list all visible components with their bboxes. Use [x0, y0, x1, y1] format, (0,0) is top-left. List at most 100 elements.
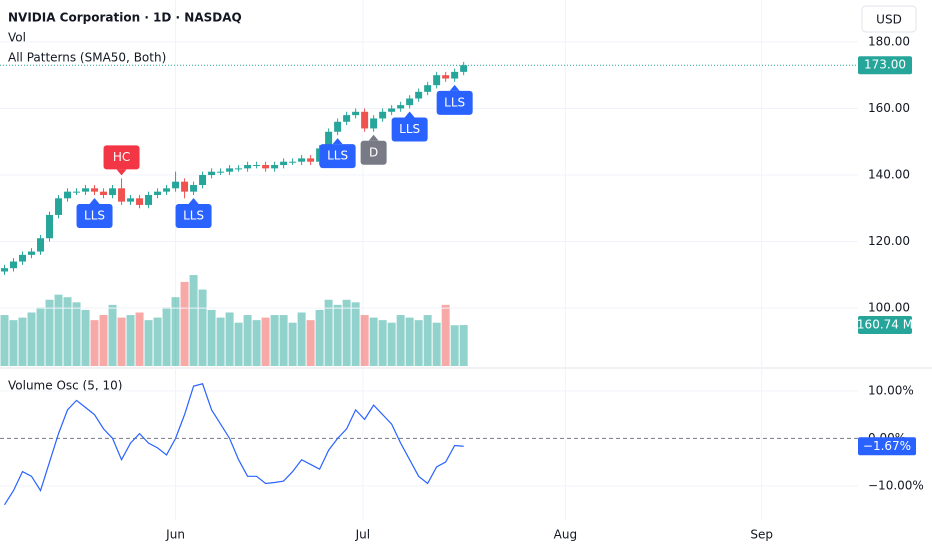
candle-body — [244, 165, 252, 169]
pattern-label: LLS — [399, 122, 420, 136]
volume-bar — [162, 307, 171, 366]
volume-bar — [171, 297, 180, 366]
volume-bar — [36, 307, 45, 366]
y-tick-label: 120.00 — [868, 234, 910, 248]
volume-bar — [342, 299, 351, 366]
candle-body — [262, 165, 270, 169]
currency-button[interactable] — [861, 5, 917, 33]
pattern-label: LLS — [183, 208, 204, 222]
candle-body — [28, 251, 36, 255]
last-price-label: 173.00 — [864, 58, 906, 72]
volume-bar — [144, 320, 153, 366]
pattern-box — [360, 140, 387, 165]
indicator-title: All Patterns (SMA50, Both) — [8, 51, 166, 65]
volume-bar — [234, 322, 243, 366]
candle-body — [127, 198, 135, 202]
pattern-box — [319, 144, 356, 169]
candle-body — [73, 191, 81, 193]
volume-bar — [207, 309, 216, 366]
candle-body — [91, 188, 99, 192]
volume-bar — [441, 304, 450, 366]
volume-bar — [45, 299, 54, 366]
volume-bar — [360, 315, 369, 366]
candle-body — [208, 171, 216, 176]
candle-body — [442, 75, 450, 79]
y-tick-label: 160.00 — [868, 101, 910, 115]
pattern-box — [436, 90, 473, 115]
candle-body — [253, 165, 261, 167]
candle-body — [271, 165, 279, 169]
candle-body — [361, 111, 369, 129]
candle-body — [82, 188, 90, 192]
y-tick-label: 140.00 — [868, 168, 910, 182]
candle-body — [37, 238, 45, 252]
candle-body — [235, 168, 243, 170]
volume-bar — [117, 317, 126, 366]
volume-bar — [351, 302, 360, 366]
candle-body — [280, 161, 288, 166]
volume-bar — [324, 299, 333, 366]
candle-body — [397, 105, 405, 109]
candle-body — [118, 188, 126, 202]
candle-body — [181, 181, 189, 192]
candle-body — [145, 194, 153, 205]
pattern-label: HC — [113, 150, 130, 164]
volume-bar — [279, 315, 288, 366]
candle-body — [10, 261, 18, 269]
volume-bar — [198, 289, 207, 366]
volume-bar — [27, 312, 36, 366]
volume-bar — [270, 315, 279, 366]
candle-body — [172, 181, 180, 189]
pattern-pointer — [368, 134, 379, 141]
volume-bar — [243, 315, 252, 366]
pattern-label: LLS — [327, 149, 348, 163]
pattern-pointer — [89, 197, 100, 204]
pattern-box — [76, 203, 113, 228]
last-volume-label: 160.74 M — [857, 318, 913, 332]
pattern-label: D — [369, 145, 378, 159]
volume-bar — [252, 320, 261, 366]
volume-bar — [423, 315, 432, 366]
volume-bar — [54, 294, 63, 366]
candle-body — [316, 148, 324, 162]
volume-bar — [396, 315, 405, 366]
pattern-pointer — [332, 138, 343, 145]
volume-bar — [99, 315, 108, 366]
volume-bar — [153, 317, 162, 366]
pattern-pointer — [188, 197, 199, 204]
y-tick-label: −10.00% — [868, 478, 924, 492]
volume-bar — [450, 325, 459, 366]
candle-body — [46, 214, 54, 239]
candle-body — [163, 188, 171, 192]
last-price-box — [858, 56, 912, 75]
candle-body — [433, 75, 441, 86]
volume-bar — [135, 312, 144, 366]
volume-bar — [108, 304, 117, 366]
candle-body — [379, 111, 387, 119]
candle-body — [406, 98, 414, 106]
candle-body — [343, 115, 351, 122]
volume-bar — [288, 322, 297, 366]
candle-body — [334, 121, 342, 132]
volume-bar — [405, 317, 414, 366]
oscillator-line — [3, 383, 464, 506]
volume-bar — [225, 312, 234, 366]
candle-body — [415, 91, 423, 99]
candle-body — [64, 191, 72, 199]
y-tick-label: 180.00 — [868, 34, 910, 48]
candle-body — [325, 131, 333, 149]
volume-bar — [378, 320, 387, 366]
candle-body — [199, 175, 207, 185]
candle-body — [298, 158, 306, 162]
volume-bar — [459, 325, 468, 366]
currency[interactable]: USD — [876, 13, 902, 27]
volume-bar — [261, 317, 270, 366]
volume-bar — [189, 275, 198, 366]
last-volume-box — [858, 316, 912, 335]
last-osc-box — [858, 437, 916, 456]
pattern-label: LLS — [444, 95, 465, 109]
pattern-pointer — [116, 169, 127, 176]
pattern-box — [391, 117, 428, 142]
